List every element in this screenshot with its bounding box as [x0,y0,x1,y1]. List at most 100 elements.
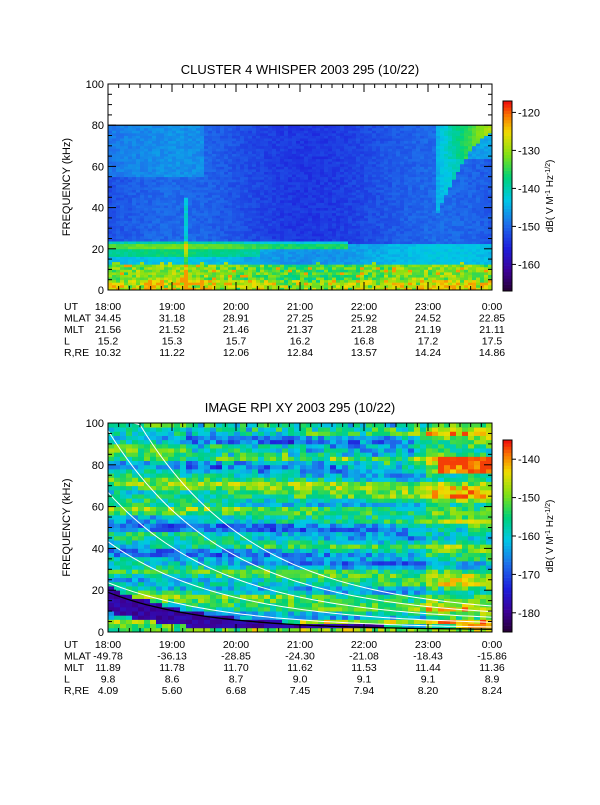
heatmap-cell [300,284,305,288]
heatmap-cell [368,156,373,160]
heatmap-cell [320,230,325,234]
heatmap-cell [364,187,369,190]
heatmap-cell [304,176,309,180]
heatmap-cell [148,125,153,129]
heatmap-cell [388,223,393,227]
heatmap-cell [188,256,193,260]
heatmap-cell [332,192,337,196]
heatmap-cell [292,266,297,270]
heatmap-cell [304,168,309,172]
heatmap-cell [320,187,325,190]
heatmap-cell [280,176,285,180]
heatmap-cell [332,271,337,275]
heatmap-cell [192,163,197,167]
heatmap-cell [160,246,165,250]
heatmap-cell [416,143,421,147]
heatmap-cell [224,153,229,157]
heatmap-cell [388,192,393,196]
heatmap-cell [300,145,305,149]
heatmap-cell [332,246,337,250]
heatmap-cell [176,130,181,134]
heatmap-cell [200,256,205,260]
heatmap-cell [264,148,269,152]
heatmap-cell [160,212,165,216]
heatmap-cell [108,168,113,172]
heatmap-cell [172,145,177,149]
heatmap-cell [188,253,193,257]
heatmap-cell [248,259,253,263]
heatmap-cell [312,132,317,136]
heatmap-cell [388,269,393,273]
heatmap-cell [208,150,213,154]
heatmap-cell [264,215,269,219]
heatmap-cell [376,202,381,206]
heatmap-cell [364,228,369,232]
heatmap-cell [340,259,345,263]
heatmap-cell [276,266,281,270]
heatmap-cell [128,127,133,131]
heatmap-cell [180,145,185,149]
heatmap-cell [192,217,197,221]
heatmap-cell [128,132,133,136]
heatmap-cell [260,277,265,281]
heatmap-cell [120,148,125,152]
heatmap-cell [164,238,169,242]
heatmap-cell [232,150,237,154]
heatmap-cell [152,259,157,263]
heatmap-cell [344,132,349,136]
heatmap-cell [284,225,289,229]
heatmap-cell [176,284,181,288]
heatmap-cell [204,248,209,252]
heatmap-cell [240,220,245,224]
heatmap-cell [344,282,349,286]
heatmap-cell [284,158,289,162]
heatmap-cell [408,181,413,185]
heatmap-cell [220,215,225,219]
heatmap-cell [308,163,313,167]
heatmap-cell [148,187,153,190]
heatmap-cell [224,264,229,268]
heatmap-cell [300,241,305,245]
heatmap-cell [164,269,169,273]
heatmap-cell [200,202,205,206]
heatmap-cell [376,150,381,154]
heatmap-cell [248,205,253,208]
heatmap-cell [128,202,133,206]
heatmap-cell [140,192,145,196]
heatmap-cell [268,194,273,198]
heatmap-cell [304,269,309,273]
heatmap-cell [316,253,321,257]
heatmap-cell [268,192,273,196]
heatmap-cell [176,174,181,178]
heatmap-cell [124,223,129,227]
heatmap-cell [332,163,337,167]
heatmap-cell [336,230,341,234]
heatmap-cell [220,253,225,257]
heatmap-cell [272,163,277,167]
heatmap-cell [324,259,329,263]
heatmap-cell [284,223,289,227]
heatmap-cell [320,248,325,252]
heatmap-cell [240,277,245,281]
heatmap-cell [252,223,257,227]
heatmap-cell [376,233,381,237]
heatmap-cell [228,261,233,265]
heatmap-cell [172,243,177,247]
heatmap-cell [332,127,337,131]
heatmap-cell [264,248,269,252]
heatmap-cell [308,161,313,165]
heatmap-cell [316,135,321,139]
heatmap-cell [276,140,281,144]
heatmap-cell [280,181,285,185]
heatmap-cell [176,148,181,152]
heatmap-cell [360,259,365,263]
heatmap-cell [196,205,201,208]
heatmap-cell [316,150,321,154]
heatmap-cell [308,253,313,257]
heatmap-cell [356,192,361,196]
heatmap-cell [320,243,325,247]
heatmap-cell [316,161,321,165]
heatmap-cell [380,143,385,147]
heatmap-cell [116,138,121,142]
heatmap-cell [212,217,217,221]
